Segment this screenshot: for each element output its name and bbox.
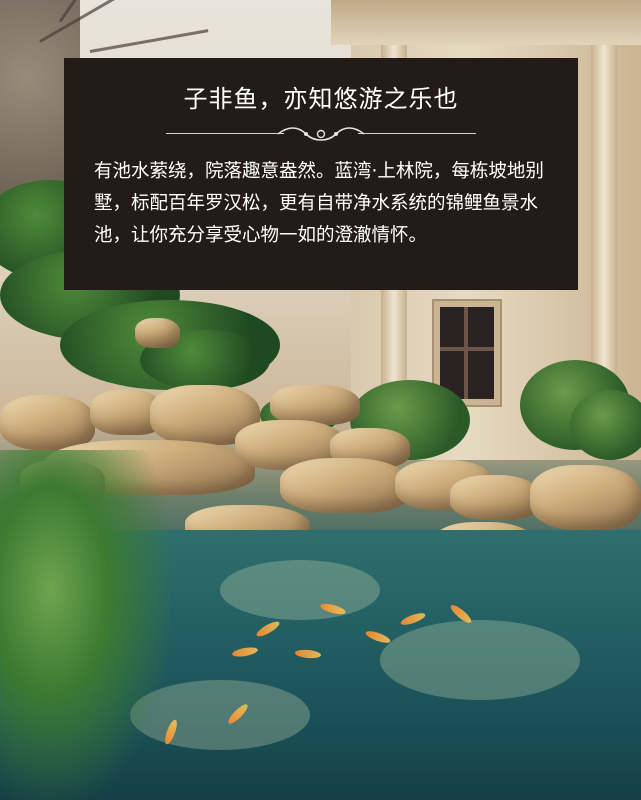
koi-fish-icon [364, 628, 392, 646]
shrub [570, 390, 641, 460]
window-transom [440, 347, 494, 351]
koi-fish-icon [294, 648, 322, 660]
villa-cornice [331, 0, 641, 45]
card-title: 子非鱼，亦知悠游之乐也 [183, 85, 459, 113]
stone-icon [280, 458, 410, 513]
water-reflection [380, 620, 580, 700]
water-reflection [220, 560, 380, 620]
koi-fish-icon [231, 645, 259, 659]
stone-icon [530, 465, 641, 530]
title-divider [166, 124, 476, 144]
stone-icon [135, 318, 180, 348]
stone-icon [450, 475, 540, 520]
caption-card: 子非鱼，亦知悠游之乐也 有池水萦绕，院落趣意盎然。蓝湾·上林院，每栋坡地别墅，标… [64, 58, 578, 290]
stone-icon [0, 395, 95, 450]
stone-icon [270, 385, 360, 425]
window-mullion [464, 307, 468, 399]
fern-foliage [0, 450, 170, 800]
divider-line [166, 133, 284, 134]
divider-line [358, 133, 476, 134]
scroll-ornament-icon [276, 124, 366, 149]
tree-branch [89, 29, 209, 53]
card-body: 有池水萦绕，院落趣意盎然。蓝湾·上林院，每栋坡地别墅，标配百年罗汉松，更有自带净… [94, 161, 544, 246]
koi-fish-icon [399, 610, 427, 628]
koi-fish-icon [254, 619, 282, 639]
